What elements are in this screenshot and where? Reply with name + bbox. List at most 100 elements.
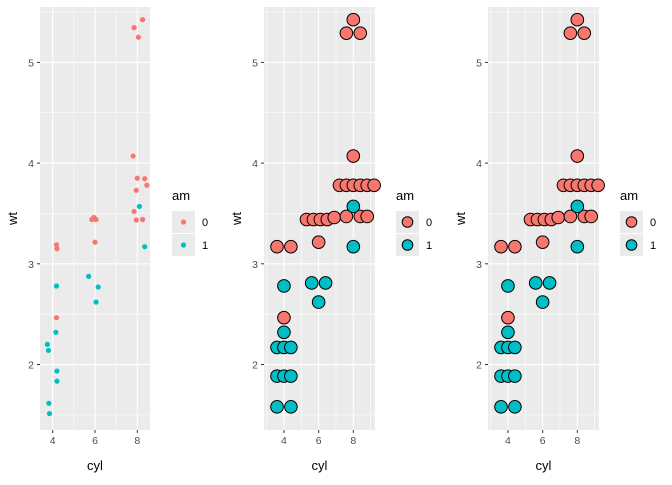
- data-point-am-1: [284, 369, 298, 383]
- data-point-am-1: [318, 276, 333, 290]
- legend-label-am-0: 0: [426, 217, 432, 229]
- y-axis-title: wt: [453, 212, 468, 226]
- data-point-am-0: [494, 239, 508, 254]
- facet-plot-1: 2 3 4 5 4 6 8 cyl wt am 0 1: [5, 7, 208, 473]
- y-tick-label: 3: [28, 259, 34, 271]
- data-point-am-1: [53, 283, 60, 289]
- legend: am 0 1: [396, 188, 432, 256]
- data-point-am-0: [93, 216, 99, 223]
- x-tick-label: 8: [134, 435, 140, 447]
- data-point-am-0: [311, 235, 326, 249]
- data-point-am-0: [133, 187, 139, 193]
- legend: am 0 1: [172, 188, 208, 256]
- legend-key-am-1: [401, 239, 414, 251]
- data-point-am-0: [131, 25, 137, 31]
- data-point-am-1: [45, 347, 52, 354]
- data-point-am-1: [311, 295, 326, 309]
- data-point-am-0: [277, 310, 291, 325]
- data-point-am-1: [346, 239, 361, 254]
- data-point-am-0: [360, 209, 374, 224]
- data-point-am-1: [54, 378, 60, 384]
- data-point-am-0: [134, 175, 140, 181]
- data-point-am-0: [339, 26, 354, 40]
- data-point-am-0: [346, 12, 361, 27]
- data-point-am-0: [130, 153, 136, 159]
- legend-label-am-0: 0: [202, 217, 208, 229]
- x-axis-title: cyl: [312, 458, 328, 473]
- data-point-am-0: [92, 239, 98, 245]
- legend-key-am-0: [180, 219, 187, 225]
- x-tick-label: 8: [574, 435, 580, 447]
- data-point-am-0: [577, 26, 592, 40]
- data-point-am-0: [570, 12, 585, 27]
- x-tick-label: 4: [505, 435, 511, 447]
- data-point-am-1: [542, 276, 557, 290]
- data-point-am-0: [142, 176, 148, 182]
- y-tick-label: 2: [28, 360, 34, 372]
- data-point-am-0: [570, 149, 585, 163]
- data-point-am-1: [570, 199, 585, 214]
- legend-label-am-0: 0: [650, 217, 656, 229]
- data-point-am-1: [277, 325, 291, 340]
- data-point-am-0: [563, 209, 578, 224]
- data-point-am-0: [327, 210, 342, 225]
- data-point-am-1: [508, 340, 522, 355]
- x-tick-label: 8: [350, 435, 356, 447]
- y-tick-label: 5: [252, 57, 258, 69]
- data-point-am-0: [339, 209, 354, 224]
- data-point-am-1: [93, 299, 99, 305]
- y-tick-label: 4: [252, 158, 258, 170]
- data-point-am-1: [270, 400, 284, 414]
- data-point-am-0: [53, 315, 60, 321]
- data-point-am-0: [53, 242, 60, 248]
- legend-key-am-1: [180, 242, 187, 248]
- data-point-am-1: [528, 276, 543, 290]
- y-axis-title: wt: [229, 212, 244, 226]
- facet-plot-2: 2 3 4 5 4 6 8 cyl wt am 0 1: [229, 7, 432, 473]
- data-point-am-1: [44, 341, 51, 347]
- y-tick-label: 5: [476, 57, 482, 69]
- data-point-am-0: [131, 208, 137, 215]
- data-point-am-0: [535, 235, 550, 249]
- data-point-am-1: [346, 199, 361, 214]
- x-axis-title: cyl: [87, 458, 103, 473]
- y-tick-label: 3: [476, 259, 482, 271]
- y-axis-title: wt: [5, 212, 20, 226]
- legend-title: am: [620, 188, 638, 203]
- y-tick-label: 5: [28, 57, 34, 69]
- data-point-am-1: [136, 203, 143, 210]
- data-point-am-0: [139, 17, 146, 23]
- data-point-am-0: [144, 182, 150, 188]
- y-tick-label: 3: [252, 259, 258, 271]
- data-point-am-0: [584, 209, 598, 224]
- data-point-am-1: [535, 295, 550, 309]
- data-point-am-1: [508, 400, 522, 414]
- data-point-am-0: [551, 210, 566, 225]
- data-point-am-0: [353, 26, 368, 40]
- data-point-am-0: [270, 239, 284, 254]
- data-point-am-1: [501, 279, 515, 293]
- legend-key-am-0: [401, 216, 414, 228]
- legend-key-am-1: [625, 239, 638, 251]
- data-point-am-1: [86, 273, 92, 280]
- y-tick-label: 4: [28, 158, 34, 170]
- data-point-am-0: [501, 310, 515, 325]
- y-tick-label: 4: [476, 158, 482, 170]
- x-tick-label: 4: [281, 435, 287, 447]
- data-point-am-1: [46, 410, 53, 417]
- x-tick-label: 4: [50, 435, 56, 447]
- y-tick-label: 2: [476, 360, 482, 372]
- data-point-am-0: [563, 26, 578, 40]
- data-point-am-1: [284, 340, 298, 355]
- data-point-am-1: [508, 369, 522, 383]
- data-point-am-1: [304, 276, 319, 290]
- data-point-am-1: [53, 329, 59, 335]
- legend: am 0 1: [620, 188, 656, 256]
- data-point-am-1: [501, 325, 515, 340]
- legend-label-am-1: 1: [426, 240, 432, 252]
- x-tick-label: 6: [316, 435, 322, 447]
- data-point-am-1: [494, 400, 508, 414]
- legend-label-am-1: 1: [202, 240, 208, 252]
- y-tick-label: 2: [252, 360, 258, 372]
